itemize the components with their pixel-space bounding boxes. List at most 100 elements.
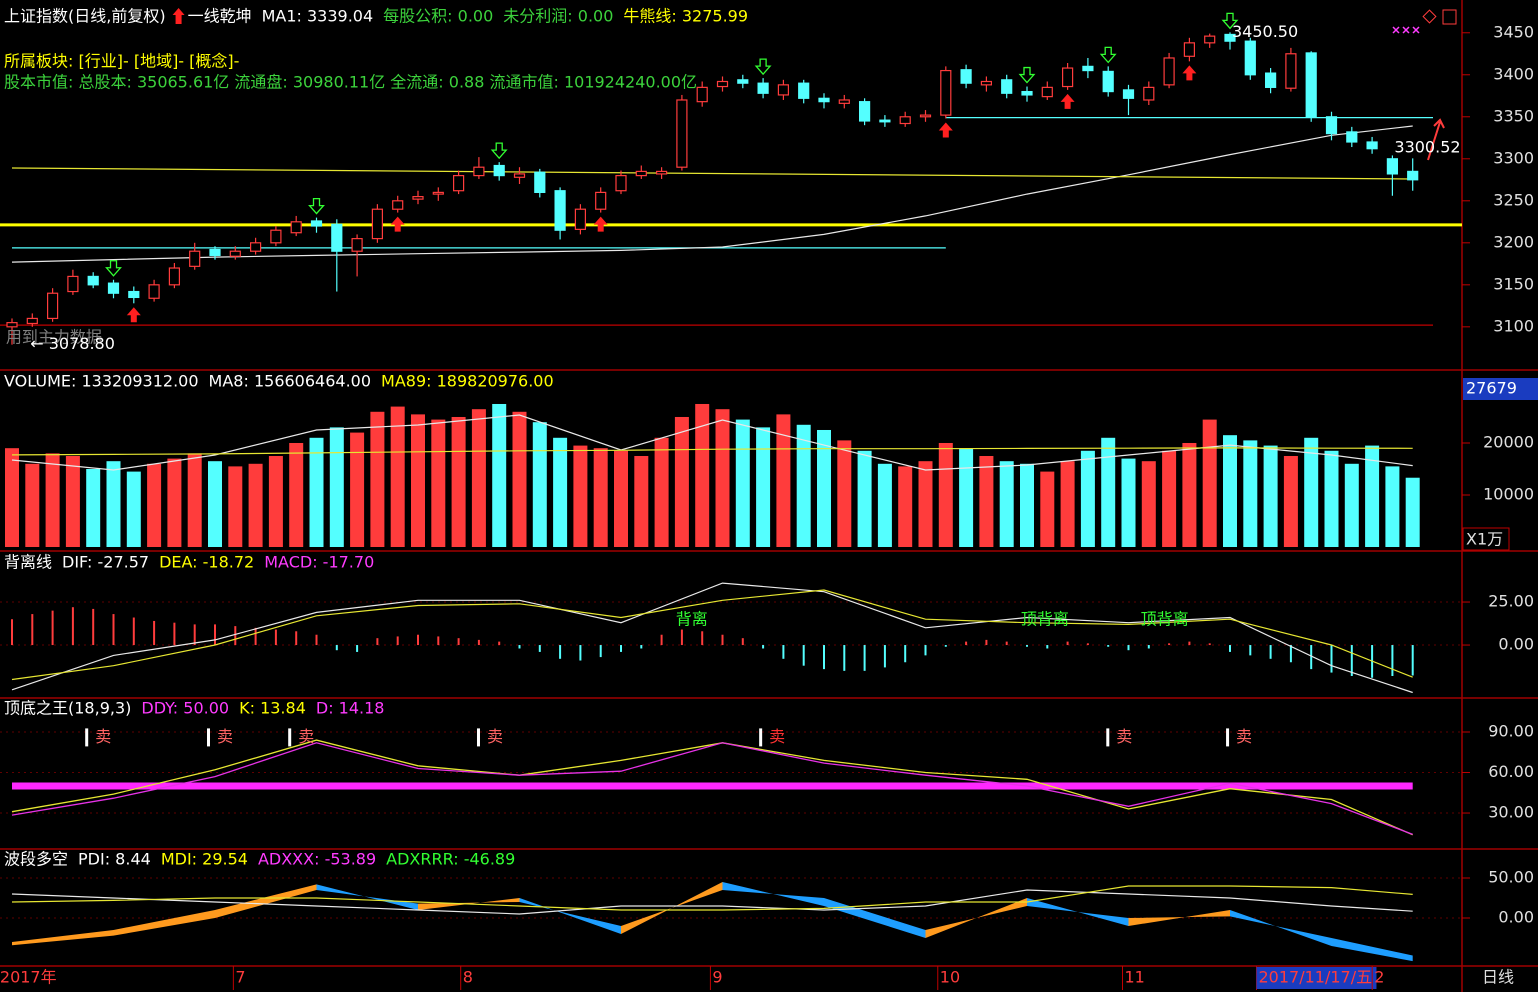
time-label: 2017/11/17/五 [1258,968,1372,987]
volume-bar [1385,466,1400,547]
time-label: 10 [940,968,960,987]
volume-bar [471,409,486,547]
candle-body [655,170,668,175]
candle-body [1122,89,1135,99]
legend-entry: 顶底之王(18,9,3) [4,699,131,718]
volume-bar [1202,419,1217,547]
trend-arrow [1427,118,1445,161]
legend-entry: D: 14.18 [316,699,385,718]
volume-bar [451,416,466,547]
volume-bar [553,437,568,547]
unit-label: X1万 [1466,530,1503,549]
series-line [11,447,1413,456]
sell-signal [308,197,325,215]
legend-entry: DIF: -27.57 [62,553,149,572]
volume-bar [1304,437,1319,547]
buy-signal [390,216,405,232]
candle-body [818,97,830,103]
candle-body [250,242,262,252]
volume-bar [65,455,80,547]
annotation: 背离 [676,610,708,629]
band-segment [621,882,723,934]
annotation: ← 3078.80 [30,334,115,353]
icon[interactable] [1422,9,1437,24]
volume-bar [999,461,1014,547]
candle-body [1102,70,1114,93]
candle-body [87,275,99,286]
volume-bar [614,450,628,547]
buy-signal [938,122,953,138]
volume-bar [1365,445,1380,547]
volume-bar [695,403,710,547]
candle-body [493,164,505,177]
volume-bar [248,463,263,547]
icon[interactable] [1442,9,1457,25]
legend-entry: MA8: 156606464.00 [209,372,371,391]
axis-readout: 27679 [1466,379,1517,398]
annotation: 顶背离 [1141,610,1189,629]
legend-entry: MA89: 189820976.00 [381,372,554,391]
volume-bar [796,424,811,547]
sell-signal [105,260,122,277]
candle-body [615,174,627,192]
volume-bar [1263,445,1278,547]
candle-body [371,208,383,240]
candle-body [737,79,749,84]
candle-body [453,174,465,192]
buy-signal [126,307,141,323]
volume-bar [309,437,324,547]
candle-body [716,80,729,88]
legend-entry: 一线乾坤 [188,7,252,26]
candle-body [46,292,59,320]
candle-body [1001,79,1013,94]
series-line [11,742,1413,836]
volume-bar [1020,463,1034,547]
band-segment [1331,938,1413,962]
candle-body [1407,170,1419,181]
volume-bar [350,432,365,547]
volume-bar [1344,463,1359,547]
y-tick-label: 3100 [1493,316,1534,335]
buy-signal [1060,93,1075,109]
annotation: 卖 [298,727,314,746]
signal-bar [1106,728,1110,747]
volume-bar [1040,471,1055,547]
annotation: 卖 [769,727,785,746]
candle-body [209,248,221,257]
series-line [11,589,1413,681]
candle-body [1224,33,1236,42]
time-label: 2 [1374,968,1384,987]
y-tick-label: 50.00 [1488,868,1534,887]
toolbar-icons [1392,9,1457,161]
candle-body [1386,158,1399,175]
volume-bar [228,466,243,547]
signal-bar [207,728,210,747]
legend-entry: 背离线 [4,553,52,572]
legend-entry: DEA: -18.72 [159,553,254,572]
legend-entry: MACD: -17.70 [264,553,374,572]
volume-bar [715,409,730,547]
readout-box [1463,378,1538,400]
candle-body [168,267,180,286]
series-line [11,889,1413,915]
signal-bar [759,728,763,747]
annotation: 卖 [1236,727,1252,746]
buy-signal [1182,65,1197,81]
candle-body [1061,67,1074,88]
volume-bar [1121,458,1136,547]
candle-body [777,84,790,96]
chart-title: 上证指数(日线,前复权) [4,7,166,26]
candle-body [696,86,708,103]
band-segment [12,930,114,946]
buy-signal [593,216,608,232]
candle-body [1041,86,1053,98]
y-tick-label: 3300 [1493,148,1534,167]
volume-bar [756,427,771,547]
y-tick-label: 10000 [1483,484,1534,503]
candle-body [838,99,850,104]
legend-entry: 波段多空 [4,850,68,869]
volume-bar [817,429,831,547]
candle-body [1244,40,1256,76]
legend-entry: 股本市值: 总股本: 35065.61亿 流通盘: 30980.11亿 全流通:… [4,73,697,92]
icon[interactable] [1392,26,1420,34]
